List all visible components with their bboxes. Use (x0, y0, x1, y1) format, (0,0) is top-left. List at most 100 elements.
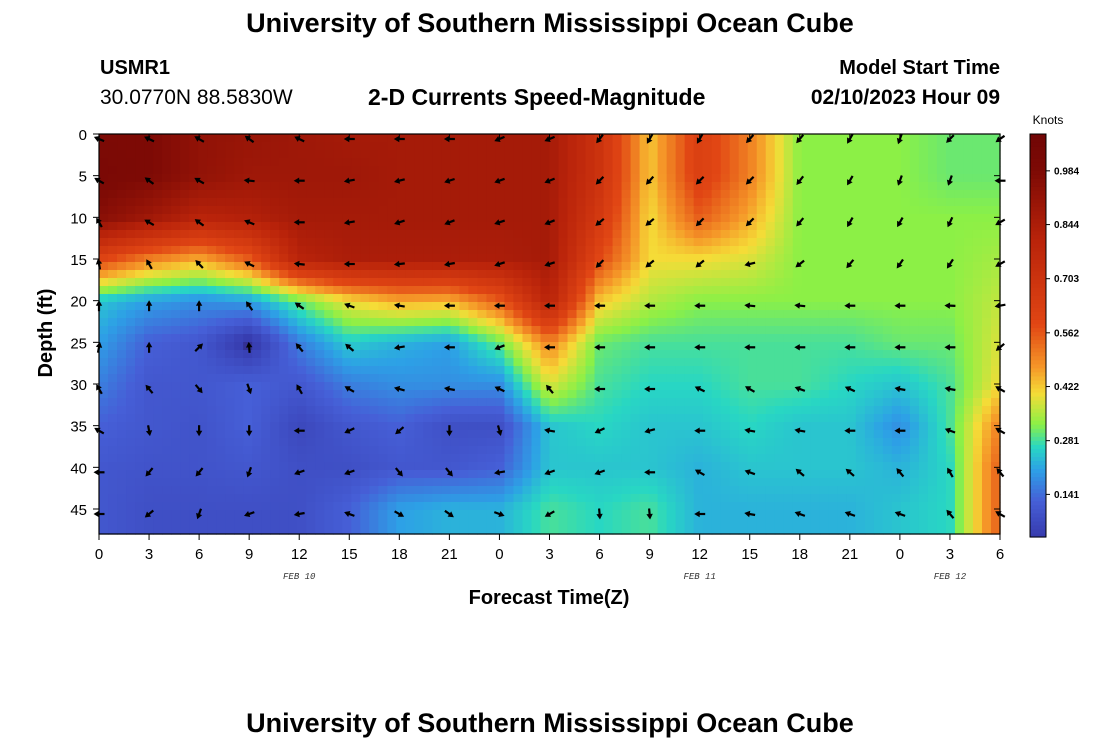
heatmap-cell (180, 342, 190, 351)
heatmap-cell (567, 238, 578, 247)
heatmap-cell (180, 294, 190, 303)
heatmap-cell (396, 318, 406, 327)
heatmap-cell (108, 262, 118, 271)
heatmap-cell (216, 494, 226, 503)
heatmap-cell (783, 334, 794, 343)
heatmap-cell (297, 390, 307, 399)
heatmap-cell (378, 190, 388, 199)
heatmap-cell (279, 406, 289, 415)
heatmap-cell (873, 230, 884, 239)
heatmap-cell (639, 526, 650, 535)
heatmap-cell (648, 358, 659, 367)
heatmap-cell (621, 246, 632, 255)
heatmap-cell (720, 454, 731, 463)
heatmap-cell (900, 462, 911, 471)
heatmap-cell (459, 390, 470, 399)
heatmap-cell (756, 382, 767, 391)
heatmap-cell (927, 374, 938, 383)
heatmap-cell (135, 438, 145, 447)
heatmap-cell (198, 254, 208, 263)
heatmap-cell (738, 366, 749, 375)
heatmap-cell (108, 478, 118, 487)
heatmap-cell (729, 430, 740, 439)
heatmap-cell (657, 518, 668, 527)
heatmap-cell (378, 142, 388, 151)
heatmap-cell (675, 206, 686, 215)
heatmap-cell (441, 454, 451, 463)
heatmap-cell (801, 438, 812, 447)
heatmap-cell (702, 510, 713, 519)
heatmap-cell (549, 470, 560, 479)
heatmap-cell (684, 158, 695, 167)
heatmap-cell (990, 142, 1001, 151)
heatmap-cell (117, 374, 127, 383)
heatmap-cell (693, 526, 704, 535)
heatmap-cell (243, 214, 253, 223)
heatmap-cell (963, 142, 974, 151)
heatmap-cell (801, 358, 812, 367)
heatmap-cell (378, 462, 388, 471)
heatmap-cell (639, 478, 650, 487)
heatmap-cell (981, 270, 992, 279)
heatmap-cell (198, 494, 208, 503)
heatmap-cell (270, 454, 280, 463)
heatmap-cell (927, 278, 938, 287)
heatmap-cell (270, 406, 280, 415)
heatmap-cell (198, 374, 208, 383)
heatmap-cell (495, 526, 506, 535)
heatmap-cell (972, 230, 983, 239)
heatmap-cell (549, 190, 560, 199)
heatmap-cell (495, 238, 506, 247)
heatmap-cell (567, 478, 578, 487)
heatmap-cell (414, 254, 424, 263)
heatmap-cell (144, 478, 154, 487)
heatmap-cell (279, 198, 289, 207)
heatmap-cell (567, 294, 578, 303)
heatmap-cell (657, 294, 668, 303)
heatmap-cell (387, 318, 397, 327)
heatmap-cell (918, 486, 929, 495)
heatmap-cell (441, 526, 451, 535)
heatmap-cell (828, 422, 839, 431)
heatmap-cell (162, 462, 172, 471)
heatmap-cell (450, 446, 460, 455)
heatmap-cell (432, 142, 442, 151)
heatmap-cell (135, 166, 145, 175)
heatmap-cell (126, 486, 136, 495)
heatmap-cell (720, 302, 731, 311)
heatmap-cell (189, 262, 199, 271)
heatmap-cell (351, 262, 361, 271)
heatmap-cell (378, 342, 388, 351)
heatmap-cell (927, 206, 938, 215)
heatmap-cell (549, 134, 560, 143)
heatmap-cell (306, 254, 316, 263)
heatmap-cell (792, 182, 803, 191)
heatmap-cell (729, 278, 740, 287)
heatmap-cell (243, 294, 253, 303)
heatmap-cell (342, 310, 352, 319)
heatmap-cell (882, 166, 893, 175)
heatmap-cell (639, 246, 650, 255)
heatmap-cell (657, 206, 668, 215)
heatmap-cell (837, 398, 848, 407)
heatmap-cell (486, 350, 497, 359)
heatmap-cell (153, 374, 163, 383)
heatmap-cell (783, 366, 794, 375)
heatmap-cell (423, 366, 433, 375)
heatmap-cell (909, 142, 920, 151)
heatmap-cell (585, 446, 596, 455)
heatmap-cell (567, 414, 578, 423)
heatmap-cell (846, 294, 857, 303)
heatmap-cell (648, 350, 659, 359)
heatmap-cell (693, 454, 704, 463)
heatmap-cell (279, 478, 289, 487)
heatmap-cell (261, 278, 271, 287)
heatmap-cell (927, 406, 938, 415)
heatmap-cell (864, 390, 875, 399)
heatmap-cell (126, 470, 136, 479)
heatmap-cell (234, 246, 244, 255)
heatmap-cell (612, 326, 623, 335)
heatmap-cell (189, 350, 199, 359)
heatmap-cell (738, 334, 749, 343)
heatmap-cell (765, 222, 776, 231)
